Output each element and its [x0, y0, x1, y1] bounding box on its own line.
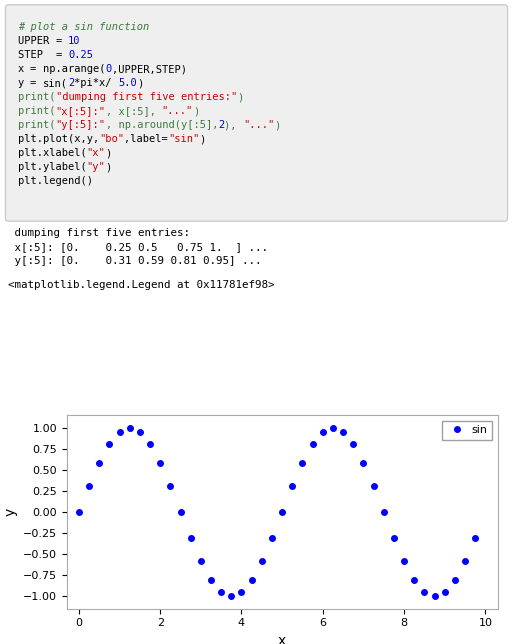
Text: plt.plot(x,y,: plt.plot(x,y,	[18, 134, 99, 144]
sin	[239, 588, 245, 596]
sin	[309, 440, 315, 448]
Text: ): )	[137, 78, 143, 88]
Text: x: x	[18, 64, 30, 74]
Text: "x": "x"	[87, 148, 106, 158]
sin	[421, 588, 427, 596]
sin	[442, 588, 448, 596]
sin	[340, 428, 346, 436]
sin	[370, 482, 377, 490]
X-axis label: x: x	[278, 634, 286, 644]
Text: ): )	[237, 92, 243, 102]
Text: UPPER: UPPER	[18, 36, 55, 46]
sin	[330, 424, 336, 432]
sin	[137, 428, 143, 436]
Line: sin: sin	[76, 425, 478, 599]
Text: 10: 10	[68, 36, 81, 46]
Text: ): )	[199, 134, 206, 144]
Text: =: =	[55, 36, 62, 46]
Text: "x[:5]:": "x[:5]:"	[55, 106, 106, 116]
sin	[157, 459, 163, 466]
Text: 0.25: 0.25	[68, 50, 93, 60]
Text: *pi*x/: *pi*x/	[74, 78, 118, 88]
sin	[279, 508, 285, 516]
sin	[452, 576, 458, 584]
Text: "y": "y"	[87, 162, 106, 172]
Text: dumping first five entries:: dumping first five entries:	[8, 228, 190, 238]
sin	[76, 508, 82, 516]
Text: "y[:5]:": "y[:5]:"	[55, 120, 106, 130]
Text: 5.0: 5.0	[118, 78, 137, 88]
sin	[472, 534, 478, 542]
sin	[411, 576, 418, 584]
Text: plt.xlabel(: plt.xlabel(	[18, 148, 87, 158]
sin	[167, 482, 173, 490]
Text: sin(: sin(	[43, 78, 68, 88]
sin	[208, 576, 214, 584]
Text: print(: print(	[18, 106, 55, 116]
Text: <matplotlib.legend.Legend at 0x11781ef98>: <matplotlib.legend.Legend at 0x11781ef98…	[8, 280, 274, 290]
sin	[188, 534, 194, 542]
sin	[381, 508, 387, 516]
Text: =: =	[30, 78, 43, 88]
Text: print(: print(	[18, 120, 55, 130]
Text: y: y	[18, 78, 30, 88]
sin	[431, 592, 438, 600]
sin	[300, 459, 306, 466]
Text: ,UPPER,STEP): ,UPPER,STEP)	[112, 64, 187, 74]
sin	[320, 428, 326, 436]
sin	[198, 558, 204, 565]
Text: =: =	[30, 64, 43, 74]
Text: plt.legend(): plt.legend()	[18, 176, 93, 186]
sin	[96, 459, 102, 466]
sin	[350, 440, 357, 448]
sin	[177, 508, 184, 516]
sin	[147, 440, 153, 448]
Text: plt.ylabel(: plt.ylabel(	[18, 162, 87, 172]
sin	[391, 534, 397, 542]
sin	[360, 459, 366, 466]
Text: "dumping first five entries:": "dumping first five entries:"	[55, 92, 237, 102]
sin	[462, 558, 468, 565]
Text: , x[:5],: , x[:5],	[106, 106, 162, 116]
Text: x[:5]: [0.    0.25 0.5   0.75 1.  ] ...: x[:5]: [0. 0.25 0.5 0.75 1. ] ...	[8, 242, 268, 252]
Text: STEP: STEP	[18, 50, 55, 60]
Text: y[:5]: [0.    0.31 0.59 0.81 0.95] ...: y[:5]: [0. 0.31 0.59 0.81 0.95] ...	[8, 256, 262, 266]
sin	[269, 534, 275, 542]
Text: "...": "..."	[243, 120, 274, 130]
sin	[116, 428, 123, 436]
Text: =: =	[55, 50, 62, 60]
Text: 2: 2	[68, 78, 74, 88]
Legend: sin: sin	[442, 421, 492, 440]
sin	[259, 558, 265, 565]
Text: , np.around(y[:5],: , np.around(y[:5],	[106, 120, 218, 130]
Text: "...": "..."	[162, 106, 193, 116]
Text: ): )	[274, 120, 281, 130]
sin	[249, 576, 255, 584]
sin	[106, 440, 112, 448]
sin	[218, 588, 224, 596]
Text: ): )	[106, 162, 112, 172]
sin	[127, 424, 133, 432]
Text: 0: 0	[106, 64, 112, 74]
Text: print(: print(	[18, 92, 55, 102]
Text: ,label=: ,label=	[124, 134, 168, 144]
Text: 2: 2	[218, 120, 224, 130]
Text: ),: ),	[224, 120, 243, 130]
Text: ): )	[106, 148, 112, 158]
Text: np.arange(: np.arange(	[43, 64, 106, 74]
Text: ): )	[193, 106, 199, 116]
sin	[401, 558, 407, 565]
Text: # plot a sin function: # plot a sin function	[18, 22, 149, 32]
Text: "sin": "sin"	[168, 134, 199, 144]
Y-axis label: y: y	[3, 508, 17, 516]
sin	[86, 482, 92, 490]
Text: "bo": "bo"	[99, 134, 124, 144]
sin	[228, 592, 234, 600]
sin	[289, 482, 295, 490]
